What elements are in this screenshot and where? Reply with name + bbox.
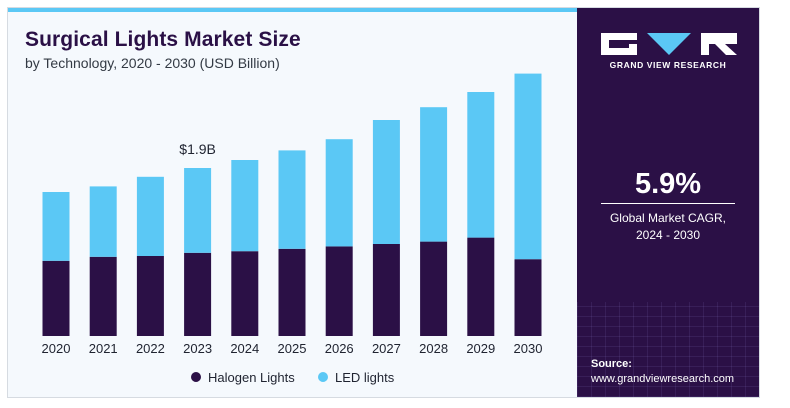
cagr-value: 5.9% [634,168,702,200]
x-tick-label: 2025 [278,341,307,356]
bar-halogen-2020 [42,260,70,336]
cagr-label-line-1: Global Market CAGR, [609,211,727,225]
bar-led-2029 [467,92,495,238]
bar-led-2023 [184,168,212,253]
x-tick-label: 2028 [419,341,448,356]
bar-halogen-2023 [184,252,212,336]
source-link[interactable]: www.grandviewresearch.com [591,373,735,385]
bar-halogen-2028 [420,241,448,336]
bar-led-2025 [278,150,306,249]
bar-led-2027 [372,120,400,244]
bar-halogen-2024 [231,251,259,336]
bar-halogen-2026 [325,246,353,336]
bar-led-2020 [42,192,70,261]
data-label: $1.9B [179,141,216,157]
x-tick-label: 2021 [89,341,118,356]
chart-subtitle: by Technology, 2020 - 2030 (USD Billion) [25,55,280,71]
brand-name: GRAND VIEW RESEARCH [609,60,727,70]
x-tick-label: 2022 [136,341,165,356]
chart-card: Surgical Lights Market Size by Technolog… [7,7,760,398]
x-tick-label: 2026 [325,341,354,356]
accent-line [8,8,577,12]
bar-led-2022 [136,176,164,256]
legend-label-halogen: Halogen Lights [208,370,295,385]
bar-halogen-2027 [372,244,400,336]
x-tick-label: 2023 [183,341,212,356]
bar-led-2028 [420,107,448,242]
chart-panel: Surgical Lights Market Size by Technolog… [8,8,577,397]
legend-swatch-halogen [191,372,201,382]
x-tick-label: 2024 [230,341,259,356]
divider [601,203,735,204]
x-tick-label: 2029 [466,341,495,356]
legend-label-led: LED lights [335,370,395,385]
bar-led-2030 [514,73,542,260]
cagr-label: Global Market CAGR, 2024 - 2030 [577,210,759,244]
cagr-label-line-2: 2024 - 2030 [635,228,701,242]
source-label: Source: [591,358,632,370]
bar-led-2026 [325,139,353,247]
bar-halogen-2022 [136,256,164,336]
bar-halogen-2025 [278,248,306,336]
bar-halogen-2030 [514,259,542,336]
x-tick-label: 2027 [372,341,401,356]
x-tick-label: 2020 [42,341,71,356]
bar-led-2024 [231,160,259,252]
info-panel: GRAND VIEW RESEARCH 5.9% Global Market C… [577,8,759,397]
bar-halogen-2021 [89,256,117,336]
legend-swatch-led [318,372,328,382]
bar-led-2021 [89,186,117,257]
grand-view-research-logo [601,33,737,55]
decorative-grid [577,302,759,397]
x-tick-label: 2030 [514,341,543,356]
chart-title: Surgical Lights Market Size [25,28,301,51]
bar-halogen-2029 [467,237,495,336]
bar-chart: 2020 2021 2022 2023 2024 2025 2026 2027 2028 2029… [42,73,543,385]
